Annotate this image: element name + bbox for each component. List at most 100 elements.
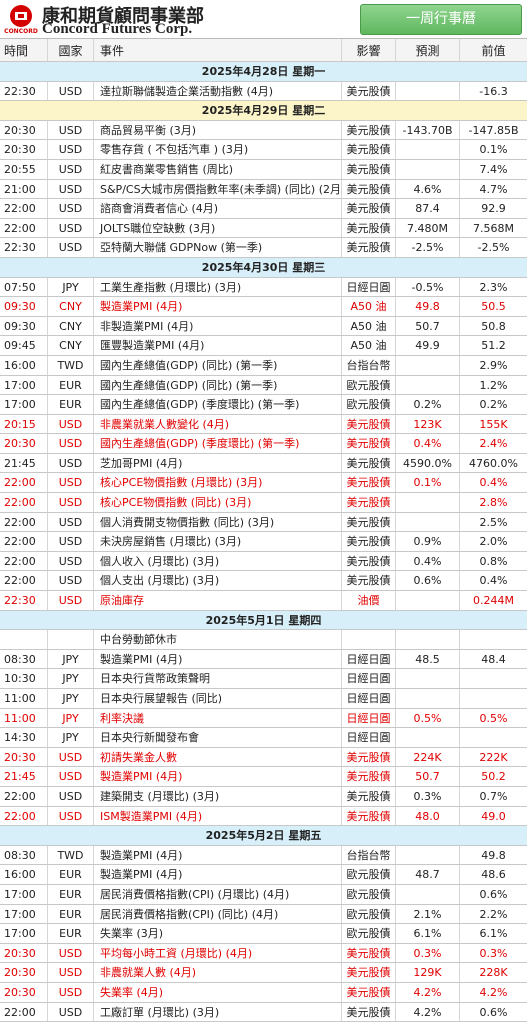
cell-country: USD	[48, 1002, 94, 1022]
cell-country: USD	[48, 199, 94, 218]
cell-previous: 7.568M	[473, 221, 514, 235]
cell-event: 製造業PMI (4月)	[94, 767, 342, 786]
day-date: 2025年5月1日 星期四	[205, 613, 322, 627]
cell-forecast: 49.8	[396, 297, 460, 316]
cell-empty	[396, 512, 460, 532]
cell-country: USD	[48, 140, 94, 159]
cell-country: USD	[48, 453, 94, 473]
cell-time: 20:15	[0, 414, 48, 434]
cell-country: USD	[48, 120, 94, 140]
cell-event: 非製造業PMI (4月)	[94, 316, 342, 336]
cell-previous: 51.2	[481, 339, 506, 353]
cell-country: USD	[48, 786, 94, 806]
event-row: 22:00 USD 工廠訂單 (月環比) (3月) 美元股債 4.2% 0.6%	[0, 1002, 527, 1023]
cell-time: 21:00	[0, 179, 48, 199]
cell-country: USD	[48, 218, 94, 238]
event-row: 22:30 USD 達拉斯聯儲製造企業活動指數 (4月) 美元股債 -16.3	[0, 81, 527, 102]
event-row: 09:30 CNY 非製造業PMI (4月) A50 油 50.7 50.8	[0, 316, 527, 337]
logo: CONCORD	[4, 5, 38, 35]
cell-country: CNY	[48, 336, 94, 355]
event-row: 11:00 JPY 日本央行展望報告 (同比) 日經日圓	[0, 689, 527, 709]
cell-impact: A50 油	[342, 316, 396, 336]
cell-previous: 0.4%	[479, 476, 508, 490]
cell-forecast: 129K	[396, 963, 460, 982]
event-row: 22:00 USD 建築開支 (月環比) (3月) 美元股債 0.3% 0.7%	[0, 786, 527, 807]
cell-event: 紅皮書商業零售銷售 (周比)	[94, 159, 342, 179]
cell-previous: 4.2%	[479, 985, 508, 999]
cell-event: 製造業PMI (4月)	[94, 297, 342, 316]
cell-country: CNY	[48, 297, 94, 316]
cell-event: 建築開支 (月環比) (3月)	[94, 786, 342, 806]
cell-event: 國內生產總值(GDP) (同比) (第一季)	[94, 375, 342, 395]
cell-country: JPY	[48, 649, 94, 669]
cell-time: 09:30	[0, 297, 48, 316]
cell-impact: A50 油	[342, 297, 396, 316]
cell-event: 原油庫存	[94, 591, 342, 610]
cell-impact: 歐元股債	[342, 395, 396, 414]
cell-previous: 49.0	[481, 809, 506, 823]
cell-empty	[460, 689, 527, 708]
calendar-button[interactable]: 一周行事曆	[360, 4, 522, 35]
cell-empty	[460, 728, 527, 747]
event-row: 10:30 JPY 日本央行貨幣政策聲明 日經日圓	[0, 669, 527, 689]
company-name: 康和期貨顧問事業部	[42, 6, 204, 27]
cell-event: 零售存貨 ( 不包括汽車 ) (3月)	[94, 140, 342, 159]
cell-previous: -2.5%	[477, 241, 510, 255]
cell-impact: 台指台幣	[342, 355, 396, 375]
cell-country: USD	[48, 747, 94, 767]
cell-event: 製造業PMI (4月)	[94, 865, 342, 884]
cell-country: EUR	[48, 375, 94, 395]
cell-empty	[396, 689, 460, 708]
cell-time: 22:00	[0, 532, 48, 551]
cell-impact: A50 油	[342, 336, 396, 355]
cell-country: TWD	[48, 845, 94, 865]
cell-forecast: 4.6%	[396, 179, 460, 199]
cell-event: 亞特蘭大聯儲 GDPNow (第一季)	[94, 238, 342, 257]
cell-empty	[396, 884, 460, 904]
cell-previous: 2.5%	[479, 515, 508, 529]
cell-forecast: 0.4%	[396, 434, 460, 453]
column-title: 預測	[396, 39, 460, 61]
calendar-table: 時間 國家 事件 影響 預測 前值 2025年4月28日 星期一 22:30 USD 達拉斯聯儲製…	[0, 38, 527, 1023]
cell-event: 商品貿易平衡 (3月)	[94, 120, 342, 140]
cell-country: USD	[48, 571, 94, 591]
event-row: 22:00 USD ISM製造業PMI (4月) 美元股債 48.0 49.0	[0, 806, 527, 827]
cell-empty	[396, 669, 460, 688]
cell-time: 22:00	[0, 786, 48, 806]
cell-country: CNY	[48, 316, 94, 336]
cell-forecast: 0.1%	[396, 473, 460, 493]
cell-forecast: -143.70B	[396, 120, 460, 140]
cell-impact: 美元股債	[342, 218, 396, 238]
cell-country: USD	[48, 238, 94, 257]
cell-impact: 美元股債	[342, 434, 396, 453]
cell-impact: 美元股債	[342, 571, 396, 591]
event-row: 20:15 USD 非農業就業人數變化 (4月) 美元股債 123K 155K	[0, 414, 527, 435]
cell-time: 22:30	[0, 591, 48, 610]
cell-forecast: 4.2%	[396, 982, 460, 1002]
cell-previous: 228K	[479, 966, 508, 980]
cell-empty	[396, 845, 460, 865]
cell-time: 22:00	[0, 493, 48, 512]
cell-time: 17:00	[0, 924, 48, 943]
cell-country: USD	[48, 512, 94, 532]
cell-impact: 日經日圓	[342, 649, 396, 669]
cell-impact: 美元股債	[342, 747, 396, 767]
cell-event: 國內生產總值(GDP) (同比) (第一季)	[94, 355, 342, 375]
cell-empty	[48, 630, 94, 649]
day-header: 2025年5月1日 星期四	[0, 610, 527, 631]
cell-event: 達拉斯聯儲製造企業活動指數 (4月)	[94, 81, 342, 101]
event-row: 22:30 USD 亞特蘭大聯儲 GDPNow (第一季) 美元股債 -2.5% -2.5…	[0, 238, 527, 258]
cell-country: USD	[48, 179, 94, 199]
cell-impact: 美元股債	[342, 179, 396, 199]
cell-time: 17:00	[0, 884, 48, 904]
day-header: 2025年4月28日 星期一	[0, 62, 527, 82]
cell-event: 國內生產總值(GDP) (季度環比) (第一季)	[94, 434, 342, 453]
cell-impact: 歐元股債	[342, 904, 396, 924]
day-date: 2025年4月30日 星期三	[201, 260, 326, 274]
event-row: 22:00 USD 個人收入 (月環比) (3月) 美元股債 0.4% 0.8%	[0, 551, 527, 572]
cell-time: 20:30	[0, 434, 48, 453]
cell-time: 16:00	[0, 865, 48, 884]
company-english: Concord Futures Corp.	[42, 21, 193, 37]
event-row: 22:00 USD 個人支出 (月環比) (3月) 美元股債 0.6% 0.4%	[0, 571, 527, 592]
